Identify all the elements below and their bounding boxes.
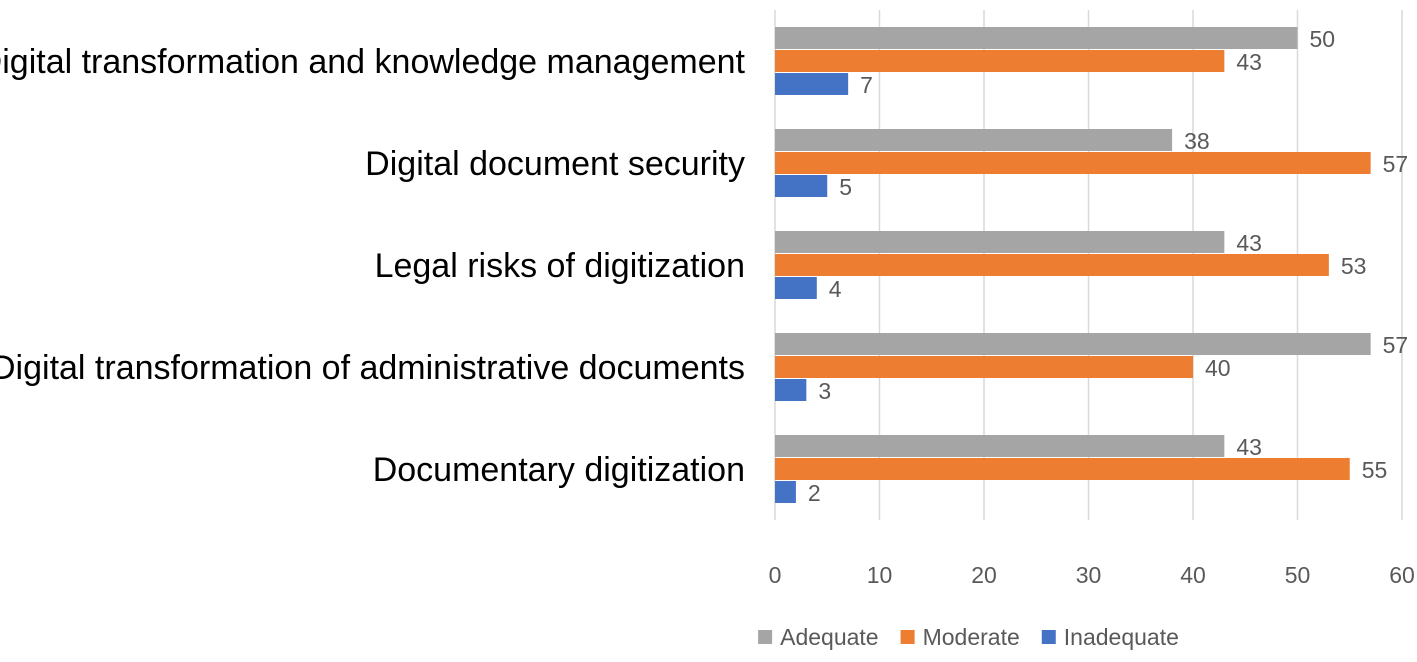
legend-swatch-moderate [900, 630, 915, 644]
bar-inadequate [775, 379, 807, 401]
category-label: Documentary digitization [373, 451, 745, 489]
legend-swatch-inadequate [1041, 630, 1056, 644]
data-label-moderate: 55 [1362, 457, 1388, 483]
data-label-moderate: 40 [1205, 355, 1231, 381]
data-label-adequate: 57 [1383, 332, 1409, 358]
category-labels: Digital transformation and knowledge man… [0, 43, 746, 489]
bar-inadequate [775, 481, 796, 503]
x-tick-label-40: 40 [1180, 562, 1206, 588]
x-tick-label-10: 10 [867, 562, 893, 588]
data-label-inadequate: 2 [808, 480, 821, 506]
bar-moderate [775, 50, 1225, 72]
legend-label-inadequate: Inadequate [1064, 624, 1179, 650]
data-label-inadequate: 5 [839, 174, 852, 200]
bar-inadequate [775, 277, 817, 299]
data-label-moderate: 43 [1236, 49, 1262, 75]
data-label-adequate: 43 [1236, 434, 1262, 460]
bar-adequate [775, 27, 1298, 49]
legend: Adequate Moderate Inadequate [758, 624, 1179, 650]
data-label-inadequate: 4 [829, 276, 842, 302]
legend-label-moderate: Moderate [923, 624, 1020, 650]
bar-moderate [775, 458, 1350, 480]
x-tick-label-0: 0 [769, 562, 782, 588]
legend-swatch-adequate [758, 630, 773, 644]
bar-adequate [775, 231, 1225, 253]
x-tick-label-60: 60 [1389, 562, 1415, 588]
data-label-inadequate: 3 [818, 378, 831, 404]
data-label-adequate: 38 [1184, 128, 1210, 154]
x-tick-label-30: 30 [1076, 562, 1102, 588]
bars [775, 27, 1371, 503]
bar-adequate [775, 333, 1371, 355]
data-labels: 50 43 7 38 57 5 43 53 4 57 40 3 43 55 2 [808, 26, 1408, 506]
data-label-moderate: 57 [1383, 151, 1409, 177]
category-label: Digital transformation of administrative… [0, 349, 745, 387]
category-label: Legal risks of digitization [375, 247, 745, 285]
bar-moderate [775, 254, 1329, 276]
bar-inadequate [775, 73, 849, 95]
category-label: Digital transformation and knowledge man… [0, 43, 746, 81]
legend-label-adequate: Adequate [780, 624, 878, 650]
bar-adequate [775, 435, 1225, 457]
bar-inadequate [775, 175, 828, 197]
x-tick-label-50: 50 [1285, 562, 1311, 588]
x-axis-tick-labels: 0 10 20 30 40 50 60 [769, 562, 1415, 588]
data-label-moderate: 53 [1341, 253, 1367, 279]
bar-adequate [775, 129, 1173, 151]
bar-moderate [775, 152, 1371, 174]
x-tick-label-20: 20 [971, 562, 997, 588]
data-label-inadequate: 7 [860, 72, 873, 98]
data-label-adequate: 50 [1310, 26, 1336, 52]
bar-moderate [775, 356, 1193, 378]
data-label-adequate: 43 [1236, 230, 1262, 256]
category-label: Digital document security [365, 145, 745, 183]
